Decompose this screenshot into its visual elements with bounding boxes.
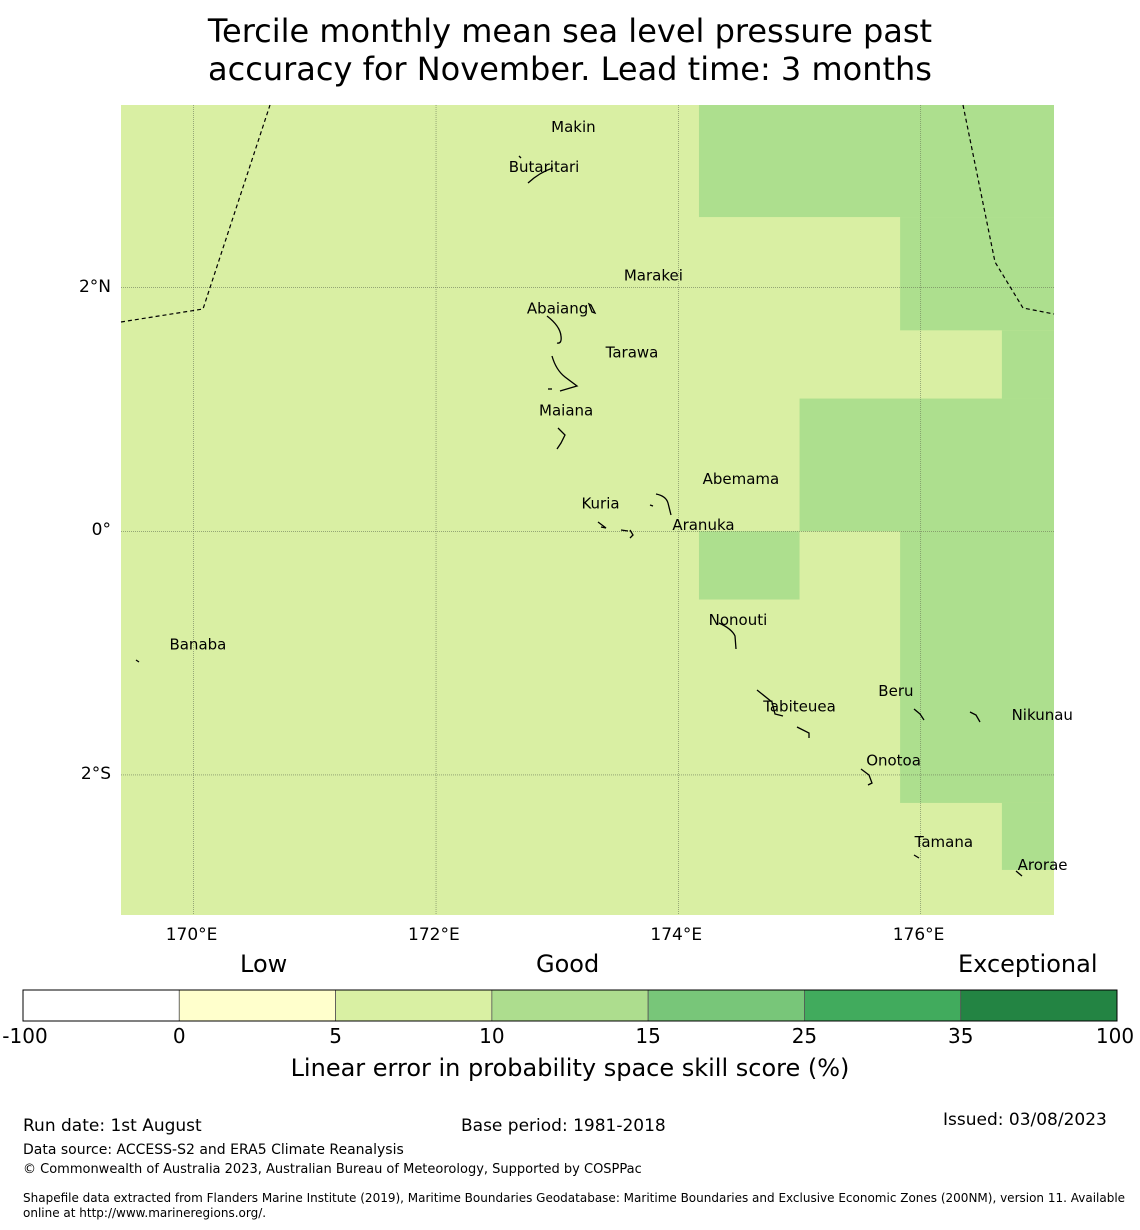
place-label-aranuka: Aranuka <box>672 516 734 534</box>
colorbar-bin-0 <box>22 989 180 1022</box>
place-label-banaba: Banaba <box>169 636 226 654</box>
skill-cell-3 <box>799 398 1054 532</box>
island-outline-11 <box>718 622 737 650</box>
island-outline-13 <box>756 689 784 717</box>
place-label-nonouti: Nonouti <box>709 611 768 629</box>
skill-cell-4 <box>698 531 800 600</box>
eez-boundary-west <box>120 104 271 323</box>
map-layer: Makin Butaritari Marakei Abaiang Tarawa Maian… <box>120 104 1073 915</box>
island-outline-1 <box>527 167 554 184</box>
island-outline-16 <box>969 711 981 723</box>
island-outline-0 <box>518 155 522 159</box>
place-label-kuria: Kuria <box>581 494 619 512</box>
island-outline-19 <box>1015 870 1023 877</box>
copyright: © Commonwealth of Australia 2023, Austra… <box>23 1162 642 1177</box>
island-outline-10 <box>620 529 634 539</box>
island-outline-3 <box>546 315 562 344</box>
colorbar-category-exceptional: Exceptional <box>958 950 1098 978</box>
place-label-maiana: Maiana <box>539 402 593 420</box>
lon-tick-label: 170°E <box>165 925 218 945</box>
island-outline-12 <box>135 659 140 663</box>
lat-tick-label: 0° <box>91 520 111 541</box>
island-outline-15 <box>913 708 925 721</box>
island-outline-6 <box>556 427 566 450</box>
place-label-tarawa: Tarawa <box>605 343 659 361</box>
place-label-beru: Beru <box>878 682 913 700</box>
colorbar-tick-label: -100 <box>2 1024 48 1048</box>
colorbar-frame <box>22 989 1118 1022</box>
colorbar-tick-label: 0 <box>172 1024 186 1048</box>
eez-boundary-east <box>962 104 1055 315</box>
place-label-marakei: Marakei <box>624 267 683 285</box>
place-label-onotoa: Onotoa <box>866 751 921 769</box>
island-outline-14 <box>796 726 810 738</box>
base-period: Base period: 1981-2018 <box>461 1116 666 1136</box>
place-label-nikunau: Nikunau <box>1012 706 1073 724</box>
island-outline-8 <box>649 504 654 507</box>
colorbar-tick-label: 100 <box>1095 1024 1135 1048</box>
colorbar-tick-label: 10 <box>479 1024 505 1048</box>
colorbar-category-low: Low <box>240 950 288 978</box>
island-outline-4 <box>551 355 579 392</box>
colorbar-bin-4 <box>647 989 805 1022</box>
lat-tick-label: 2°N <box>78 276 111 297</box>
island-outline-18 <box>913 854 920 859</box>
place-label-abemama: Abemama <box>703 470 780 488</box>
colorbar-bin-3 <box>491 989 649 1022</box>
colorbar-tick-label: 5 <box>329 1024 342 1048</box>
colorbar-label: Linear error in probability space skill … <box>290 1054 850 1082</box>
skill-cell-5 <box>900 531 1054 803</box>
data-source: Data source: ACCESS-S2 and ERA5 Climate … <box>23 1142 404 1158</box>
colorbar-tick-label: 35 <box>947 1024 974 1048</box>
place-label-arorae: Arorae <box>1018 856 1068 874</box>
title-line-2: accuracy for November. Lead time: 3 mont… <box>208 50 932 88</box>
shapefile-credit-line-2: online at http://www.marineregions.org/. <box>23 1206 267 1220</box>
lon-tick-label: 172°E <box>408 925 460 945</box>
place-label-abaiang: Abaiang <box>527 299 588 317</box>
colorbar-category-good: Good <box>536 950 600 978</box>
colorbar-bin-1 <box>178 989 336 1022</box>
chart-title: Tercile monthly mean sea level pressure … <box>0 12 1140 88</box>
island-outline-9 <box>597 521 607 529</box>
place-label-tamana: Tamana <box>914 833 973 851</box>
shapefile-credit-line-1: Shapefile data extracted from Flanders M… <box>23 1191 1126 1205</box>
title-line-1: Tercile monthly mean sea level pressure … <box>207 12 933 50</box>
colorbar-tick-label: 15 <box>635 1024 661 1048</box>
skill-cell-0 <box>698 105 1054 218</box>
place-label-butaritari: Butaritari <box>509 158 580 176</box>
run-date: Run date: 1st August <box>23 1116 202 1136</box>
lon-tick-label: 174°E <box>650 925 703 945</box>
lat-tick-label: 2°S <box>80 763 111 784</box>
skill-cell-1 <box>900 217 1054 331</box>
skill-cell-6 <box>1001 802 1054 870</box>
island-outline-2 <box>587 302 597 315</box>
colorbar-bin-6 <box>960 989 1118 1022</box>
place-label-makin: Makin <box>551 118 596 136</box>
lon-tick-label: 176°E <box>892 925 945 945</box>
island-outline-17 <box>860 768 873 786</box>
island-outline-7 <box>655 493 672 516</box>
issued-date: Issued: 03/08/2023 <box>943 1110 1107 1130</box>
place-label-tabiteuea: Tabiteuea <box>762 698 836 716</box>
colorbar <box>22 989 1118 1022</box>
skill-cell-2 <box>1001 330 1054 399</box>
colorbar-bin-5 <box>804 989 962 1022</box>
colorbar-bin-2 <box>335 989 493 1022</box>
colorbar-tick-label: 25 <box>791 1024 818 1048</box>
